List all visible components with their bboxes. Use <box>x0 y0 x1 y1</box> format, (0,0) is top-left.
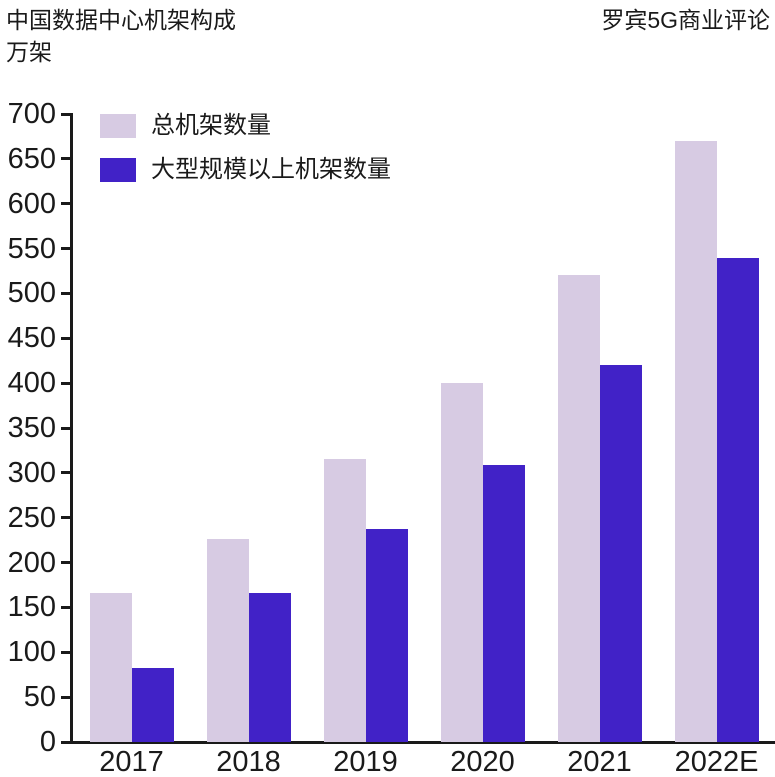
y-tick-label-700: 700 <box>7 98 56 130</box>
x-tick-label-2019: 2019 <box>333 746 398 777</box>
y-tick-100 <box>61 650 70 654</box>
y-tick-label-500: 500 <box>7 277 56 310</box>
bar-large-2020 <box>482 464 525 742</box>
chart-title: 中国数据中心机架构成 <box>6 7 236 33</box>
y-tick-label-200: 200 <box>7 546 56 579</box>
y-tick-200 <box>61 561 70 565</box>
y-tick-700 <box>61 112 70 116</box>
y-tick-250 <box>61 516 70 520</box>
bar-large-2021 <box>599 365 642 742</box>
legend-label-large: 大型规模以上机架数量 <box>151 156 391 183</box>
y-tick-450 <box>61 336 70 340</box>
y-tick-150 <box>61 605 70 609</box>
y-tick-550 <box>61 247 70 251</box>
legend-swatch-total <box>100 114 136 138</box>
bar-total-2019 <box>323 459 366 742</box>
legend-item-large: 大型规模以上机架数量 <box>100 157 391 183</box>
y-tick-label-100: 100 <box>7 636 56 669</box>
bar-large-2017 <box>131 667 174 742</box>
x-tick-label-2021: 2021 <box>567 746 632 777</box>
bar-total-2021 <box>557 275 600 742</box>
legend-item-total: 总机架数量 <box>100 113 391 139</box>
y-tick-label-550: 550 <box>7 232 56 265</box>
x-axis-line <box>61 741 775 744</box>
y-tick-400 <box>61 381 70 385</box>
y-tick-label-300: 300 <box>7 456 56 489</box>
y-tick-500 <box>61 291 70 295</box>
bar-large-2018 <box>248 593 291 742</box>
y-tick-label-0: 0 <box>39 726 56 758</box>
x-tick-label-2020: 2020 <box>450 746 515 777</box>
y-tick-label-350: 350 <box>7 412 56 444</box>
y-tick-label-400: 400 <box>7 367 56 400</box>
y-tick-label-250: 250 <box>7 501 56 534</box>
y-tick-label-150: 150 <box>7 591 56 624</box>
unit-label: 万架 <box>6 39 52 65</box>
bar-total-2022e <box>674 140 717 742</box>
y-tick-label-50: 50 <box>23 681 56 714</box>
y-tick-600 <box>61 202 70 206</box>
legend-label-total: 总机架数量 <box>151 112 271 139</box>
bar-total-2020 <box>440 383 483 742</box>
x-tick-label-2017: 2017 <box>99 746 164 777</box>
y-tick-50 <box>61 695 70 699</box>
y-tick-label-650: 650 <box>7 142 56 175</box>
y-tick-label-450: 450 <box>7 322 56 355</box>
legend: 总机架数量 大型规模以上机架数量 <box>100 113 391 201</box>
bar-total-2017 <box>89 593 132 742</box>
bar-large-2019 <box>365 529 408 742</box>
y-tick-label-600: 600 <box>7 187 56 220</box>
y-tick-300 <box>61 471 70 475</box>
y-tick-350 <box>61 426 70 430</box>
y-tick-0 <box>61 740 70 744</box>
bar-total-2018 <box>206 539 249 742</box>
y-tick-650 <box>61 157 70 161</box>
legend-swatch-large <box>100 158 136 182</box>
bar-large-2022e <box>716 257 759 742</box>
source-label: 罗宾5G商业评论 <box>601 7 770 33</box>
x-tick-label-2022e: 2022E <box>674 746 759 777</box>
y-axis-line <box>70 113 73 744</box>
x-tick-label-2018: 2018 <box>216 746 281 777</box>
